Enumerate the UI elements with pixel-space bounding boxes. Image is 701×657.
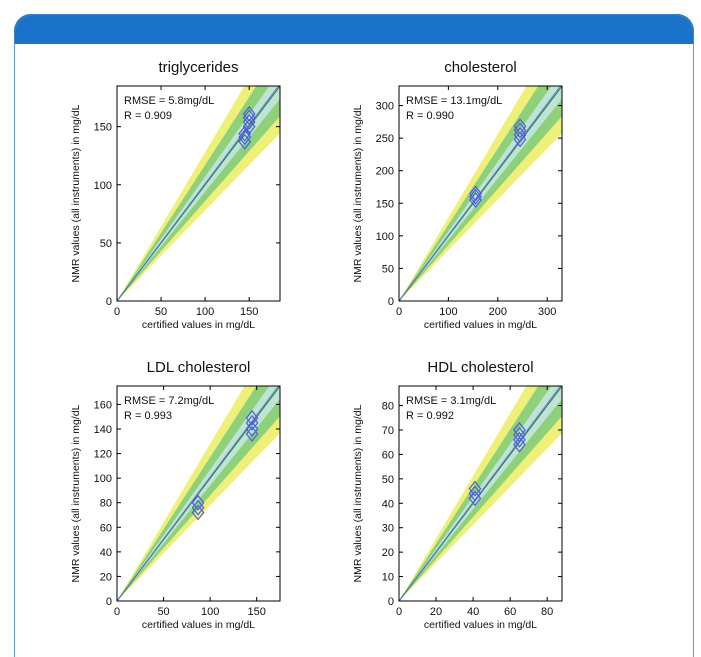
y-tick-label: 50 <box>100 238 112 250</box>
y-tick-label: 150 <box>376 198 394 210</box>
y-tick-label: 250 <box>376 133 394 145</box>
fit-line <box>117 86 280 301</box>
y-tick-label: 140 <box>94 424 112 436</box>
x-tick-label: 200 <box>489 306 507 318</box>
data-point <box>242 105 256 122</box>
axes-frame <box>116 85 281 302</box>
data-point <box>469 188 482 205</box>
x-tick-label: 50 <box>157 606 169 618</box>
x-tick-label: 60 <box>504 606 516 618</box>
confidence-bands <box>117 386 280 601</box>
data-point <box>513 422 526 438</box>
y-axis-label: NMR values (all instruments) in mg/dL <box>352 104 364 282</box>
y-tick-label: 10 <box>382 572 394 584</box>
stat-annotation: RMSE = 3.1mg/dL <box>406 395 496 407</box>
x-tick-label: 300 <box>538 306 556 318</box>
confidence-bands <box>117 86 280 301</box>
y-tick-label: 40 <box>100 547 112 559</box>
chart-title: LDL cholesterol <box>147 359 251 376</box>
x-tick-label: 100 <box>201 606 219 618</box>
x-axis-label: certified values in mg/dL <box>424 619 537 631</box>
x-tick-label: 40 <box>467 606 479 618</box>
x-tick-label: 0 <box>396 606 402 618</box>
y-tick-label: 50 <box>382 474 394 486</box>
axes-frame <box>398 85 563 302</box>
x-tick-label: 100 <box>439 306 457 318</box>
axes-frame <box>116 385 281 602</box>
x-axis-label: certified values in mg/dL <box>424 319 537 331</box>
chart-title: HDL cholesterol <box>427 359 533 376</box>
y-tick-label: 20 <box>382 547 394 559</box>
y-tick-label: 80 <box>100 498 112 510</box>
chart-title: cholesterol <box>444 59 517 76</box>
stat-annotation: RMSE = 7.2mg/dL <box>124 395 214 407</box>
data-point <box>191 494 205 511</box>
x-tick-label: 100 <box>196 306 214 318</box>
y-tick-label: 150 <box>94 122 112 134</box>
x-tick-label: 150 <box>248 606 266 618</box>
data-point <box>238 125 252 142</box>
x-tick-label: 80 <box>541 606 553 618</box>
y-tick-label: 100 <box>376 231 394 243</box>
fit-line <box>117 386 280 601</box>
x-axis-label: certified values in mg/dL <box>142 319 255 331</box>
header-bar <box>14 14 694 44</box>
x-tick-label: 0 <box>114 606 120 618</box>
y-axis-label: NMR values (all instruments) in mg/dL <box>352 404 364 582</box>
y-axis-label: NMR values (all instruments) in mg/dL <box>70 404 82 582</box>
x-tick-label: 150 <box>240 306 258 318</box>
chart-panel: 0 50 100 150 0 50 100 150 triglycerides certified… <box>70 59 281 331</box>
data-point <box>469 185 482 202</box>
y-tick-label: 300 <box>376 101 394 113</box>
stat-annotation: R = 0.992 <box>406 410 454 422</box>
y-tick-label: 0 <box>388 596 394 608</box>
y-tick-label: 0 <box>106 296 112 308</box>
chart-title: triglycerides <box>158 59 238 76</box>
y-tick-label: 100 <box>94 180 112 192</box>
y-tick-label: 0 <box>388 296 394 308</box>
stat-annotation: RMSE = 5.8mg/dL <box>124 95 214 107</box>
stat-annotation: R = 0.909 <box>124 110 172 122</box>
y-tick-label: 160 <box>94 399 112 411</box>
y-tick-label: 200 <box>376 166 394 178</box>
data-point <box>513 118 527 135</box>
x-tick-label: 20 <box>430 606 442 618</box>
y-tick-label: 50 <box>382 263 394 275</box>
y-tick-label: 60 <box>382 449 394 461</box>
y-tick-label: 0 <box>106 596 112 608</box>
y-tick-label: 40 <box>382 498 394 510</box>
chart-panel: 0 50 100 150 0 20 40 60 80 100 120 140 160 LDL choles… <box>70 359 281 631</box>
y-tick-label: 70 <box>382 425 394 437</box>
y-tick-label: 60 <box>100 522 112 534</box>
y-axis-label: NMR values (all instruments) in mg/dL <box>70 104 82 282</box>
fit-line <box>399 386 562 601</box>
x-tick-label: 0 <box>114 306 120 318</box>
y-tick-label: 30 <box>382 523 394 535</box>
y-tick-label: 120 <box>94 449 112 461</box>
data-point <box>238 129 252 146</box>
chart-panel: 0 100 200 300 0 50 100 150 200 250 300 cholesterol c… <box>352 59 563 331</box>
data-point <box>469 192 482 208</box>
data-point <box>242 109 256 126</box>
data-point <box>245 409 259 426</box>
stat-annotation: R = 0.990 <box>406 110 454 122</box>
y-tick-label: 20 <box>100 571 112 583</box>
x-tick-label: 0 <box>396 306 402 318</box>
x-axis-label: certified values in mg/dL <box>142 619 255 631</box>
axes-frame <box>398 385 563 602</box>
y-tick-label: 80 <box>382 401 394 413</box>
fit-line <box>399 86 562 301</box>
stat-annotation: R = 0.993 <box>124 410 172 422</box>
data-point <box>245 421 259 437</box>
chart-panel: 0 20 40 60 80 0 10 20 30 40 50 60 70 80 HDL cholestero… <box>352 359 563 631</box>
stat-annotation: RMSE = 13.1mg/dL <box>406 95 502 107</box>
x-tick-label: 50 <box>155 306 167 318</box>
data-point <box>468 480 482 497</box>
y-tick-label: 100 <box>94 473 112 485</box>
